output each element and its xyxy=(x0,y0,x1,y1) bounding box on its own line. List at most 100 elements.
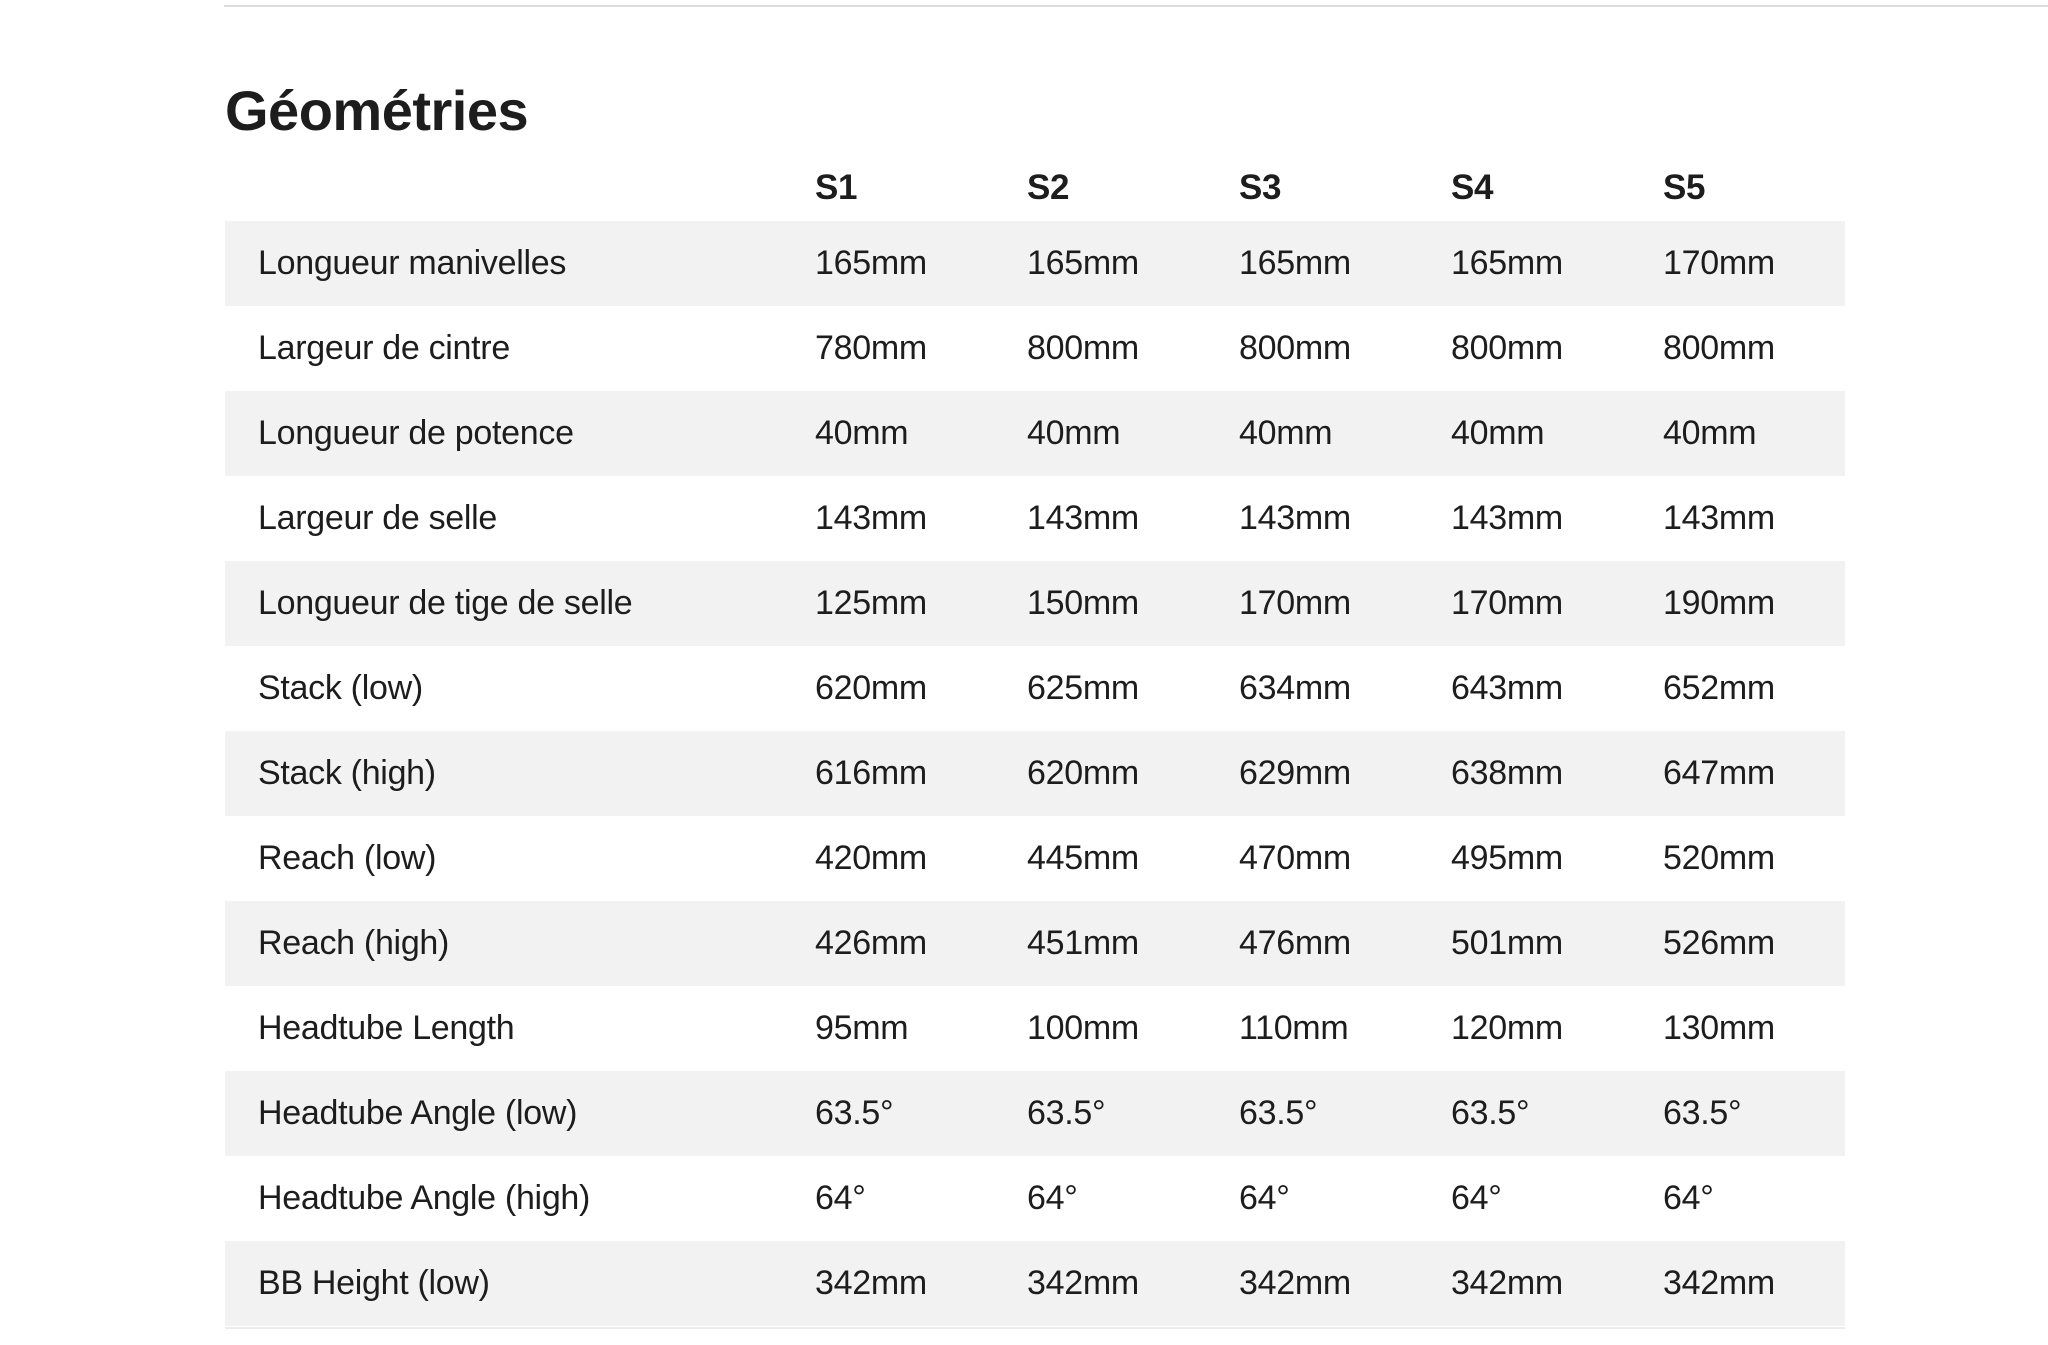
table-row: Headtube Length 95mm 100mm 110mm 120mm 130mm xyxy=(225,986,1845,1071)
table-row: Stack (low) 620mm 625mm 634mm 643mm 652mm xyxy=(225,646,1845,731)
row-label: Headtube Angle (high) xyxy=(258,1178,591,1217)
section-bottom-divider xyxy=(225,1327,1845,1329)
row-value: 342mm xyxy=(1663,1263,1775,1302)
row-value: 63.5° xyxy=(1663,1093,1742,1132)
row-value: 165mm xyxy=(1027,243,1139,282)
row-value: 170mm xyxy=(1663,243,1775,282)
column-header-s4: S4 xyxy=(1451,167,1494,207)
table-row: Headtube Angle (high) 64° 64° 64° 64° 64° xyxy=(225,1156,1845,1241)
row-value: 629mm xyxy=(1239,753,1351,792)
column-header-s3: S3 xyxy=(1239,167,1282,207)
row-label: Headtube Length xyxy=(258,1008,515,1047)
row-value: 451mm xyxy=(1027,923,1139,962)
row-value: 64° xyxy=(1663,1178,1714,1217)
row-value: 165mm xyxy=(1239,243,1351,282)
table-row: Longueur manivelles 165mm 165mm 165mm 165mm 1… xyxy=(225,221,1845,306)
section-title: Géométries xyxy=(225,78,529,142)
row-value: 780mm xyxy=(815,328,927,367)
row-label: Longueur manivelles xyxy=(258,243,567,282)
row-label: Reach (low) xyxy=(258,838,437,877)
row-value: 63.5° xyxy=(1451,1093,1530,1132)
row-value: 634mm xyxy=(1239,668,1351,707)
row-value: 143mm xyxy=(1027,498,1139,537)
row-value: 800mm xyxy=(1239,328,1351,367)
row-value: 143mm xyxy=(1239,498,1351,537)
row-value: 40mm xyxy=(1027,413,1121,452)
table-row: Largeur de selle 143mm 143mm 143mm 143mm 143m… xyxy=(225,476,1845,561)
table-row: Reach (high) 426mm 451mm 476mm 501mm 526mm xyxy=(225,901,1845,986)
table-row: BB Height (low) 342mm 342mm 342mm 342mm 342mm xyxy=(225,1241,1845,1326)
row-value: 501mm xyxy=(1451,923,1563,962)
row-value: 342mm xyxy=(815,1263,927,1302)
row-label: Headtube Angle (low) xyxy=(258,1093,578,1132)
row-value: 100mm xyxy=(1027,1008,1139,1047)
row-label: Largeur de cintre xyxy=(258,328,510,367)
section-top-divider xyxy=(224,5,2048,7)
row-value: 620mm xyxy=(1027,753,1139,792)
row-value: 165mm xyxy=(815,243,927,282)
table-header-row: S1 S2 S3 S4 S5 xyxy=(225,136,1845,221)
row-value: 420mm xyxy=(815,838,927,877)
row-label: Largeur de selle xyxy=(258,498,498,537)
row-value: 652mm xyxy=(1663,668,1775,707)
row-value: 470mm xyxy=(1239,838,1351,877)
table-row: Reach (low) 420mm 445mm 470mm 495mm 520mm xyxy=(225,816,1845,901)
row-value: 143mm xyxy=(815,498,927,537)
row-value: 190mm xyxy=(1663,583,1775,622)
row-value: 40mm xyxy=(1239,413,1333,452)
row-value: 165mm xyxy=(1451,243,1563,282)
row-value: 120mm xyxy=(1451,1008,1563,1047)
row-value: 342mm xyxy=(1451,1263,1563,1302)
row-value: 426mm xyxy=(815,923,927,962)
table-row: Headtube Angle (low) 63.5° 63.5° 63.5° 63.5°… xyxy=(225,1071,1845,1156)
row-value: 170mm xyxy=(1239,583,1351,622)
row-value: 64° xyxy=(1239,1178,1290,1217)
row-value: 800mm xyxy=(1027,328,1139,367)
row-value: 40mm xyxy=(1663,413,1757,452)
row-value: 125mm xyxy=(815,583,927,622)
row-label: BB Height (low) xyxy=(258,1263,490,1302)
row-value: 64° xyxy=(1451,1178,1502,1217)
row-label: Stack (high) xyxy=(258,753,436,792)
row-value: 342mm xyxy=(1239,1263,1351,1302)
row-value: 64° xyxy=(1027,1178,1078,1217)
row-value: 130mm xyxy=(1663,1008,1775,1047)
table-row: Longueur de potence 40mm 40mm 40mm 40mm 40mm xyxy=(225,391,1845,476)
row-value: 616mm xyxy=(815,753,927,792)
row-label: Reach (high) xyxy=(258,923,450,962)
row-value: 150mm xyxy=(1027,583,1139,622)
row-value: 526mm xyxy=(1663,923,1775,962)
row-value: 625mm xyxy=(1027,668,1139,707)
row-label: Longueur de tige de selle xyxy=(258,583,633,622)
column-header-s1: S1 xyxy=(815,167,858,207)
row-label: Stack (low) xyxy=(258,668,423,707)
row-value: 638mm xyxy=(1451,753,1563,792)
row-value: 495mm xyxy=(1451,838,1563,877)
row-value: 95mm xyxy=(815,1008,909,1047)
row-label: Longueur de potence xyxy=(258,413,574,452)
row-value: 64° xyxy=(815,1178,866,1217)
row-value: 63.5° xyxy=(815,1093,894,1132)
row-value: 342mm xyxy=(1027,1263,1139,1302)
row-value: 143mm xyxy=(1451,498,1563,537)
row-value: 40mm xyxy=(1451,413,1545,452)
column-header-s2: S2 xyxy=(1027,167,1070,207)
row-value: 63.5° xyxy=(1239,1093,1318,1132)
row-value: 800mm xyxy=(1663,328,1775,367)
row-value: 476mm xyxy=(1239,923,1351,962)
row-value: 647mm xyxy=(1663,753,1775,792)
row-value: 643mm xyxy=(1451,668,1563,707)
row-value: 445mm xyxy=(1027,838,1139,877)
row-value: 63.5° xyxy=(1027,1093,1106,1132)
row-value: 40mm xyxy=(815,413,909,452)
table-row: Stack (high) 616mm 620mm 629mm 638mm 647mm xyxy=(225,731,1845,816)
row-value: 143mm xyxy=(1663,498,1775,537)
table-row: Longueur de tige de selle 125mm 150mm 170mm… xyxy=(225,561,1845,646)
column-header-s5: S5 xyxy=(1663,167,1706,207)
row-value: 170mm xyxy=(1451,583,1563,622)
row-value: 800mm xyxy=(1451,328,1563,367)
row-value: 620mm xyxy=(815,668,927,707)
row-value: 110mm xyxy=(1239,1008,1349,1047)
table-row: Largeur de cintre 780mm 800mm 800mm 800mm 800… xyxy=(225,306,1845,391)
geometry-table: S1 S2 S3 S4 S5 Longueur manivelles 165mm 165mm… xyxy=(225,136,1845,1326)
